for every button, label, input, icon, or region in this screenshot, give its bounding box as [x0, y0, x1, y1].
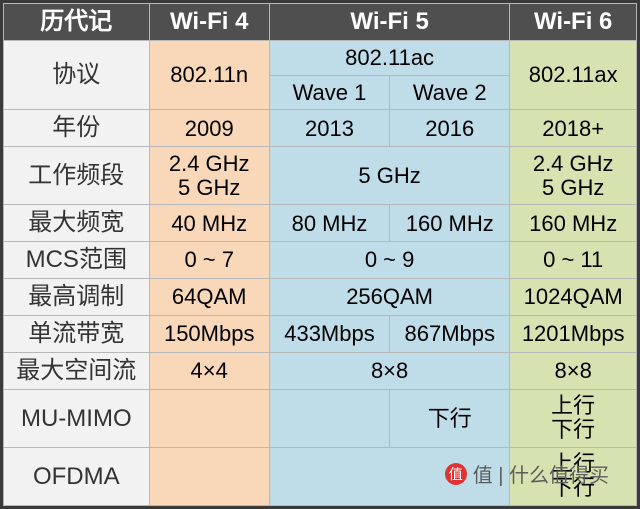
row-mcs: MCS范围 0 ~ 7 0 ~ 9 0 ~ 11: [4, 242, 637, 279]
cell-sbw-5b: 867Mbps: [390, 316, 510, 353]
lbl-bw: 最大频宽: [4, 205, 150, 242]
cell-sbw-4: 150Mbps: [149, 316, 269, 353]
cell-mu-6: 上行下行: [510, 390, 637, 448]
cell-band-4: 2.4 GHz5 GHz: [149, 147, 269, 205]
cell-mcs-4: 0 ~ 7: [149, 242, 269, 279]
cell-sp-5: 8×8: [269, 353, 510, 390]
cell-year-5b: 2016: [390, 110, 510, 147]
cell-band-5: 5 GHz: [269, 147, 510, 205]
row-year: 年份 2009 2013 2016 2018+: [4, 110, 637, 147]
cell-bw-5a: 80 MHz: [269, 205, 389, 242]
row-mumimo: MU-MIMO 下行 上行下行: [4, 390, 637, 448]
lbl-spatial: 最大空间流: [4, 353, 150, 390]
lbl-band: 工作频段: [4, 147, 150, 205]
lbl-year: 年份: [4, 110, 150, 147]
cell-mcs-6: 0 ~ 11: [510, 242, 637, 279]
hdr-wifi5: Wi-Fi 5: [269, 4, 510, 41]
cell-bw-5b: 160 MHz: [390, 205, 510, 242]
table: 历代记 Wi-Fi 4 Wi-Fi 5 Wi-Fi 6 协议 802.11n 8…: [3, 3, 637, 506]
cell-mu-5b: 下行: [390, 390, 510, 448]
lbl-mumimo: MU-MIMO: [4, 390, 150, 448]
cell-proto-6: 802.11ax: [510, 40, 637, 109]
row-spatial: 最大空间流 4×4 8×8 8×8: [4, 353, 637, 390]
wifi-comparison-table: 历代记 Wi-Fi 4 Wi-Fi 5 Wi-Fi 6 协议 802.11n 8…: [0, 0, 640, 509]
cell-mu-4: [149, 390, 269, 448]
cell-year-6: 2018+: [510, 110, 637, 147]
lbl-mcs: MCS范围: [4, 242, 150, 279]
watermark: 值值 | 什么值得买: [445, 459, 609, 488]
hdr-wifi4: Wi-Fi 4: [149, 4, 269, 41]
cell-year-4: 2009: [149, 110, 269, 147]
cell-year-5a: 2013: [269, 110, 389, 147]
cell-of-4: [149, 447, 269, 505]
hdr-wifi6: Wi-Fi 6: [510, 4, 637, 41]
cell-mu-5a: [269, 390, 389, 448]
cell-proto-5: 802.11ac: [269, 40, 510, 75]
cell-mod-6: 1024QAM: [510, 279, 637, 316]
row-streambw: 单流带宽 150Mbps 433Mbps 867Mbps 1201Mbps: [4, 316, 637, 353]
cell-sbw-6: 1201Mbps: [510, 316, 637, 353]
row-protocol-1: 协议 802.11n 802.11ac 802.11ax: [4, 40, 637, 75]
cell-bw-4: 40 MHz: [149, 205, 269, 242]
header-row: 历代记 Wi-Fi 4 Wi-Fi 5 Wi-Fi 6: [4, 4, 637, 41]
cell-mod-4: 64QAM: [149, 279, 269, 316]
cell-bw-6: 160 MHz: [510, 205, 637, 242]
cell-band-6: 2.4 GHz5 GHz: [510, 147, 637, 205]
row-band: 工作频段 2.4 GHz5 GHz 5 GHz 2.4 GHz5 GHz: [4, 147, 637, 205]
cell-sbw-5a: 433Mbps: [269, 316, 389, 353]
watermark-icon: 值: [445, 463, 467, 485]
cell-sp-4: 4×4: [149, 353, 269, 390]
row-mod: 最高调制 64QAM 256QAM 1024QAM: [4, 279, 637, 316]
lbl-mod: 最高调制: [4, 279, 150, 316]
cell-wave1: Wave 1: [269, 75, 389, 110]
cell-sp-6: 8×8: [510, 353, 637, 390]
cell-mod-5: 256QAM: [269, 279, 510, 316]
cell-proto-4: 802.11n: [149, 40, 269, 109]
watermark-text: 值 | 什么值得买: [473, 459, 609, 488]
hdr-gen: 历代记: [4, 4, 150, 41]
lbl-ofdma: OFDMA: [4, 447, 150, 505]
cell-mcs-5: 0 ~ 9: [269, 242, 510, 279]
lbl-protocol: 协议: [4, 40, 150, 109]
cell-wave2: Wave 2: [390, 75, 510, 110]
lbl-streambw: 单流带宽: [4, 316, 150, 353]
row-bw: 最大频宽 40 MHz 80 MHz 160 MHz 160 MHz: [4, 205, 637, 242]
